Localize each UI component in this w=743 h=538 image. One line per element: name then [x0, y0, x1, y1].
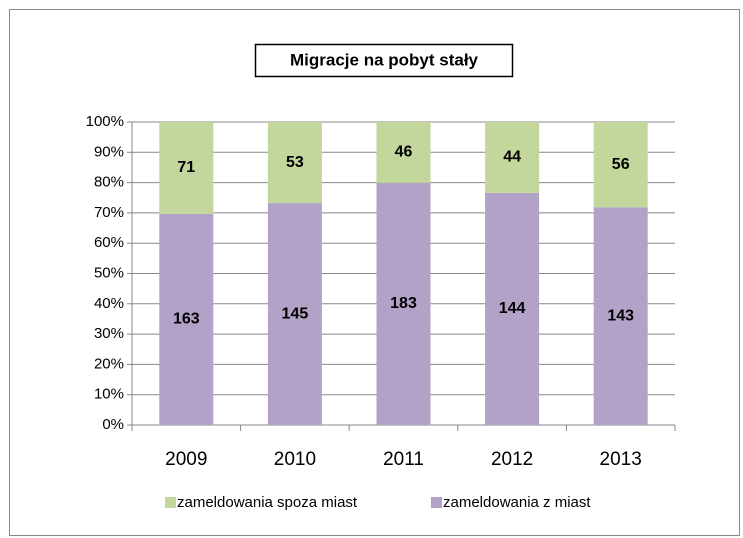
y-tick-label: 10%	[94, 386, 124, 403]
x-tick-label: 2010	[274, 449, 316, 470]
y-tick-label: 50%	[94, 264, 124, 281]
data-label: 145	[282, 305, 309, 322]
bar-segment	[159, 213, 214, 425]
title-box	[254, 43, 514, 78]
y-tick-label: 40%	[94, 295, 124, 312]
x-tick-label: 2012	[491, 449, 533, 470]
y-tick-label: 80%	[94, 174, 124, 191]
bar-segment	[267, 122, 322, 204]
y-tick-label: 70%	[94, 204, 124, 221]
bar-segment	[593, 122, 648, 208]
data-label: 183	[390, 295, 417, 312]
bar-segment	[267, 203, 322, 425]
data-label: 53	[286, 154, 304, 171]
data-label: 44	[503, 149, 521, 166]
legend-label: zameldowania spoza miast	[177, 494, 358, 511]
bar-segment	[593, 207, 648, 425]
chart-title: Migracje na pobyt stały	[290, 50, 479, 69]
data-label: 163	[173, 311, 200, 328]
data-label: 71	[177, 159, 195, 176]
data-label: 56	[612, 156, 630, 173]
legend-swatch	[165, 497, 176, 508]
y-tick-label: 100%	[86, 113, 124, 130]
bar-segment	[485, 122, 540, 193]
y-tick-label: 90%	[94, 143, 124, 160]
y-tick-label: 60%	[94, 234, 124, 251]
x-tick-label: 2009	[165, 449, 207, 470]
legend-swatch	[431, 497, 442, 508]
bar-segment	[159, 122, 214, 214]
legend-label: zameldowania z miast	[443, 494, 591, 511]
y-tick-label: 30%	[94, 325, 124, 342]
data-label: 46	[395, 144, 413, 161]
y-tick-label: 20%	[94, 355, 124, 372]
bar-segment	[485, 192, 540, 425]
data-label: 144	[499, 300, 526, 317]
bar-segment	[376, 122, 431, 183]
x-tick-label: 2011	[383, 449, 424, 470]
bar-segment	[376, 182, 431, 425]
data-label: 143	[607, 307, 634, 324]
x-tick-label: 2013	[600, 449, 642, 470]
y-tick-label: 0%	[102, 416, 124, 433]
